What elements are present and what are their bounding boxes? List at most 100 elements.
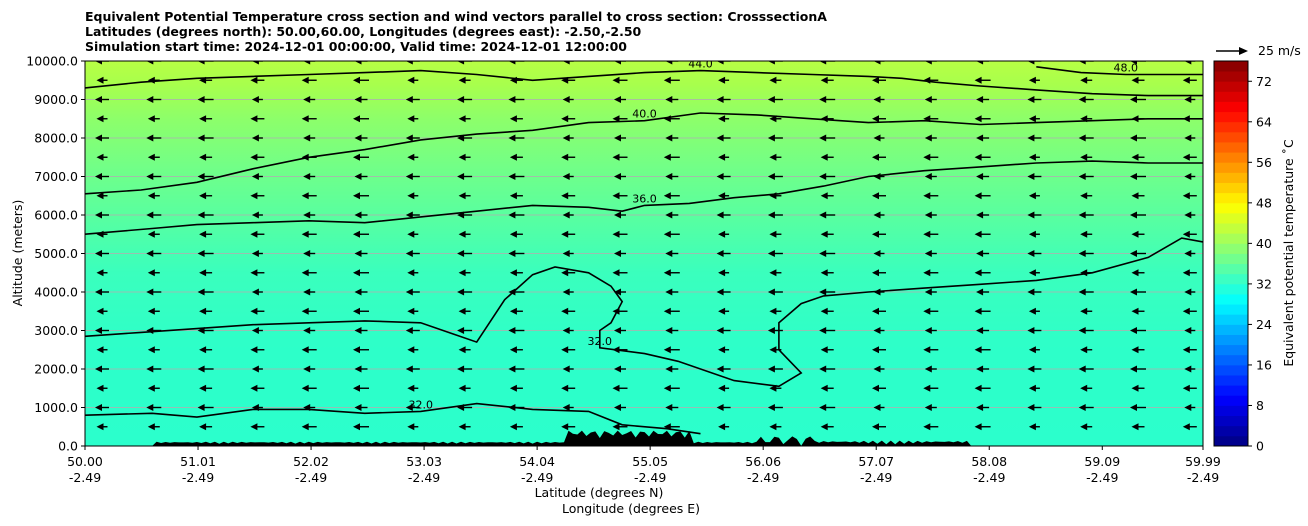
wind-arrow-head <box>769 346 777 354</box>
wind-arrow-head <box>718 346 726 354</box>
wind-arrow-head <box>405 211 413 219</box>
chart-title: Equivalent Potential Temperature cross s… <box>85 9 827 54</box>
title-line-3: Simulation start time: 2024-12-01 00:00:… <box>85 39 627 54</box>
wind-arrow-head <box>767 173 775 180</box>
wind-arrow-head <box>199 384 207 392</box>
wind-arrow-head <box>457 327 465 334</box>
x-tick-label-lon: -2.49 <box>521 470 553 485</box>
wind-arrow-head <box>199 230 207 238</box>
wind-arrow-head <box>665 327 673 334</box>
wind-arrow-head <box>820 192 828 200</box>
wind-arrow-head <box>146 96 154 103</box>
wind-arrow-head <box>1027 96 1035 103</box>
wind-arrow-head <box>663 346 671 354</box>
colorbar-segment <box>1214 415 1248 427</box>
wind-arrow-head <box>1080 192 1088 200</box>
wind-arrow-head <box>614 96 621 103</box>
colorbar-tick-label: 40 <box>1256 236 1272 251</box>
wind-arrow-head <box>1182 76 1190 84</box>
wind-arrow-head <box>146 211 154 219</box>
wind-arrow-head <box>508 61 516 65</box>
wind-arrow-head <box>873 250 881 257</box>
wind-arrow-head <box>1078 250 1086 257</box>
wind-arrow-head <box>95 211 102 219</box>
colorbar-segment <box>1214 405 1248 416</box>
wind-arrow-head <box>562 327 570 334</box>
wind-arrow-head <box>303 61 311 65</box>
colorbar-segment <box>1214 263 1248 275</box>
wind-arrow-head <box>873 96 881 103</box>
wind-arrow-head <box>1130 404 1137 411</box>
wind-arrow-head <box>716 288 724 296</box>
colorbar-tick-label: 24 <box>1256 317 1272 332</box>
wind-arrow-head <box>1130 211 1137 219</box>
wind-arrow-head <box>665 288 673 296</box>
wind-arrow-head <box>95 365 102 373</box>
wind-arrow-head <box>1131 346 1139 354</box>
wind-arrow-head <box>819 211 827 219</box>
wind-arrow-head <box>509 230 517 238</box>
wind-arrow-head <box>303 250 311 257</box>
wind-arrow-head <box>614 365 621 373</box>
wind-arrow-head <box>508 327 516 334</box>
wind-arrow-head <box>509 76 517 84</box>
reference-vector-label: 25 m/s <box>1258 43 1301 58</box>
wind-arrow-head <box>197 327 205 334</box>
wind-arrow-head <box>767 404 775 411</box>
wind-arrow-head <box>718 192 726 200</box>
colorbar-segment <box>1214 375 1248 386</box>
contour-line-32 <box>85 402 701 435</box>
colorbar-segment <box>1214 273 1248 285</box>
wind-arrow-head <box>974 115 982 123</box>
wind-arrow-head <box>509 269 517 277</box>
x-axis-label-lon: Longitude (degrees E) <box>562 501 700 516</box>
wind-vectors <box>95 61 1197 431</box>
wind-arrow-head <box>147 307 155 315</box>
wind-arrow-head <box>251 404 259 411</box>
wind-arrow-head <box>820 115 828 123</box>
colorbar-tick-label: 0 <box>1256 439 1264 454</box>
y-tick-label: 2000.0 <box>34 362 78 377</box>
colorbar-segment <box>1214 283 1248 295</box>
wind-arrow-head <box>301 269 309 277</box>
wind-arrow-head <box>251 250 259 257</box>
contour-line-32 <box>85 237 1203 388</box>
wind-arrow-head <box>250 192 258 200</box>
wind-arrow-head <box>1131 230 1139 238</box>
colorbar-segment <box>1214 354 1248 366</box>
wind-arrow-head <box>716 250 724 257</box>
wind-arrow-head <box>923 346 931 354</box>
wind-arrow-head <box>457 288 465 296</box>
wind-arrow-head <box>1028 423 1036 431</box>
wind-arrow-head <box>301 76 309 84</box>
wind-arrow-head <box>767 365 775 373</box>
wind-arrow-head <box>612 153 620 161</box>
wind-arrow-head <box>457 61 465 65</box>
x-tick-label: 57.07 <box>858 454 894 469</box>
wind-arrow-head <box>976 96 984 103</box>
wind-arrow-head <box>718 76 726 84</box>
wind-arrow-head <box>146 250 154 257</box>
wind-arrow-head <box>96 115 104 123</box>
wind-arrow-head <box>873 61 881 65</box>
wind-arrow-head <box>614 250 621 257</box>
wind-arrow-head <box>457 404 465 411</box>
wind-arrow-head <box>562 134 570 142</box>
wind-arrow-head <box>819 173 827 180</box>
wind-arrow-head <box>197 96 205 103</box>
wind-arrow-head <box>612 423 620 431</box>
wind-arrow-head <box>872 384 879 392</box>
contour-label: 40.0 <box>632 108 657 121</box>
wind-arrow-head <box>1184 288 1192 296</box>
wind-arrow-head <box>872 230 879 238</box>
wind-arrow-head <box>353 307 360 315</box>
wind-arrow-head <box>769 307 777 315</box>
wind-arrow-head <box>146 288 154 296</box>
wind-arrow-head <box>665 61 673 65</box>
wind-arrow-head <box>612 269 620 277</box>
wind-arrow-head <box>353 423 360 431</box>
wind-arrow-head <box>665 211 673 219</box>
wind-arrow-head <box>820 153 828 161</box>
wind-arrow-head <box>924 250 932 257</box>
colorbar-tick-label: 64 <box>1256 114 1272 129</box>
